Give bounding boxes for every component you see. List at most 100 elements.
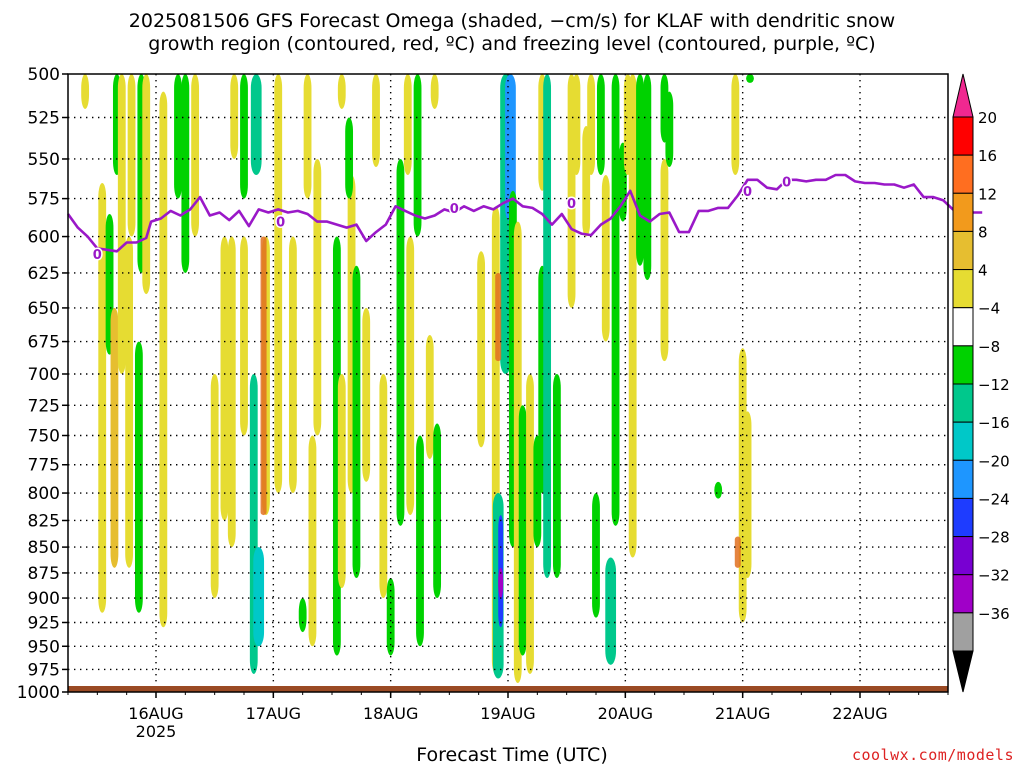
colorbar-box — [952, 192, 974, 232]
y-tick-label: 850 — [28, 538, 60, 558]
omega-feature — [660, 158, 669, 362]
omega-feature — [403, 74, 412, 176]
omega-feature — [98, 182, 107, 613]
omega-feature — [526, 373, 534, 674]
y-tick-label: 600 — [28, 228, 60, 248]
omega-feature — [743, 411, 752, 579]
omega-feature — [227, 236, 236, 548]
colorbar-box — [952, 574, 974, 614]
colorbar-label: −28 — [978, 529, 1010, 547]
omega-feature — [572, 74, 581, 176]
x-tick-label: 22AUG — [832, 704, 887, 723]
colorbar-label: 12 — [978, 185, 997, 203]
omega-feature — [303, 74, 312, 199]
x-tick-label: 18AUG — [363, 704, 418, 723]
omega-feature — [611, 74, 620, 526]
omega-feature — [543, 74, 552, 579]
omega-feature — [125, 236, 134, 568]
omega-feature — [337, 373, 346, 589]
omega-feature — [714, 481, 723, 499]
omega-feature — [352, 265, 361, 579]
chart-title-line1: 2025081506 GFS Forecast Omega (shaded, −… — [128, 10, 896, 32]
omega-feature — [433, 423, 442, 599]
colorbar-box — [952, 383, 974, 423]
omega-feature — [477, 251, 486, 448]
omega-feature — [425, 334, 434, 459]
omega-feature — [416, 435, 424, 647]
freezing-level-label: 0 — [276, 216, 285, 231]
y-tick-label: 675 — [28, 333, 60, 353]
colorbar-label: 16 — [978, 147, 997, 165]
y-axis-pressure: 500 525 550 575 600 625 650 675 700 725 750 775 800 8… — [17, 65, 68, 703]
y-tick-label: 625 — [28, 264, 60, 284]
dendritic-zone — [734, 536, 741, 568]
omega-feature — [274, 74, 283, 494]
colorbar-box — [952, 459, 974, 499]
omega-feature — [587, 74, 596, 176]
y-tick-label: 925 — [28, 613, 60, 633]
omega-feature — [498, 567, 504, 599]
omega-feature — [127, 74, 136, 237]
colorbar-box — [952, 497, 974, 538]
omega-feature — [731, 74, 740, 176]
omega-feature — [220, 236, 229, 521]
omega-feature — [117, 74, 126, 374]
colorbar-box — [952, 269, 974, 309]
omega-feature — [601, 175, 610, 342]
freezing-level-label: 0 — [567, 197, 576, 212]
omega-feature — [288, 236, 297, 494]
omega-feature — [313, 158, 322, 436]
omega-feature — [628, 74, 637, 558]
omega-feature — [253, 547, 265, 647]
x-axis-title: Forecast Time (UTC) — [416, 744, 608, 766]
y-tick-label: 950 — [28, 637, 60, 657]
colorbar-box — [952, 154, 974, 194]
omega-feature — [240, 74, 248, 199]
x-tick-label: 21AUG — [715, 704, 770, 723]
omega-feature — [362, 307, 371, 482]
y-tick-label: 875 — [28, 564, 60, 584]
colorbar-label: −36 — [978, 605, 1010, 623]
omega-feature — [191, 74, 200, 237]
colorbar-label: 4 — [978, 262, 988, 280]
colorbar-box — [952, 612, 974, 652]
omega-feature — [298, 598, 307, 633]
freezing-level-line — [66, 173, 983, 253]
omega-feature — [413, 74, 422, 237]
omega-feature — [386, 578, 395, 656]
y-tick-label: 650 — [28, 299, 60, 319]
colorbar-label: 8 — [978, 223, 988, 241]
credit-text: coolwx.com/models — [851, 746, 1014, 764]
y-tick-label: 575 — [28, 190, 60, 210]
ground-strip — [68, 686, 948, 692]
omega-feature — [134, 341, 143, 613]
x-tick-label: 19AUG — [480, 704, 535, 723]
colorbar-label: −8 — [978, 338, 1000, 356]
omega-feature — [605, 557, 617, 665]
y-tick-label: 975 — [28, 660, 60, 680]
omega-feature — [372, 74, 380, 168]
omega-feature — [552, 373, 561, 579]
omega-feature — [345, 117, 354, 199]
colorbar-label: −16 — [978, 414, 1010, 432]
y-tick-label: 800 — [28, 484, 60, 504]
omega-feature — [81, 74, 90, 109]
y-tick-label: 725 — [28, 396, 60, 416]
freezing-level-label: 0 — [93, 248, 102, 263]
omega-feature — [592, 493, 600, 618]
freezing-level-label: 0 — [450, 202, 459, 217]
x-tick-sublabel: 2025 — [136, 722, 177, 741]
colorbar-label: −20 — [978, 452, 1010, 470]
gridlines — [68, 74, 948, 692]
freezing-level-label: 0 — [782, 175, 791, 190]
y-tick-label: 775 — [28, 456, 60, 476]
omega-feature — [240, 236, 248, 436]
omega-feature — [337, 74, 346, 109]
omega-feature — [596, 74, 605, 176]
omega-feature — [210, 373, 219, 599]
omega-feature — [308, 435, 317, 647]
omega-feature — [406, 236, 415, 516]
omega-feature — [250, 74, 262, 176]
